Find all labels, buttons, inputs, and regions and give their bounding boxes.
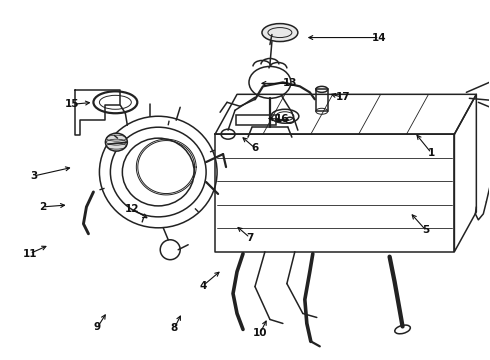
Bar (316, 89, 328, 111)
Text: 17: 17 (336, 92, 350, 102)
Text: 4: 4 (199, 280, 207, 291)
Bar (236, 115, 276, 125)
Text: 11: 11 (23, 249, 37, 259)
Ellipse shape (395, 325, 410, 334)
Text: 5: 5 (422, 225, 429, 235)
Text: 14: 14 (372, 32, 387, 42)
Text: 15: 15 (65, 99, 80, 109)
Text: 6: 6 (251, 143, 259, 153)
Ellipse shape (262, 24, 298, 41)
Text: 8: 8 (171, 323, 178, 333)
Text: 1: 1 (428, 148, 435, 158)
Text: 13: 13 (283, 78, 297, 88)
Text: 10: 10 (253, 328, 267, 338)
Text: 7: 7 (246, 233, 254, 243)
Text: 12: 12 (125, 204, 140, 214)
Text: 16: 16 (275, 114, 289, 124)
Text: 9: 9 (94, 323, 101, 332)
Ellipse shape (105, 133, 127, 151)
Text: 2: 2 (39, 202, 46, 212)
Text: 3: 3 (30, 171, 37, 181)
